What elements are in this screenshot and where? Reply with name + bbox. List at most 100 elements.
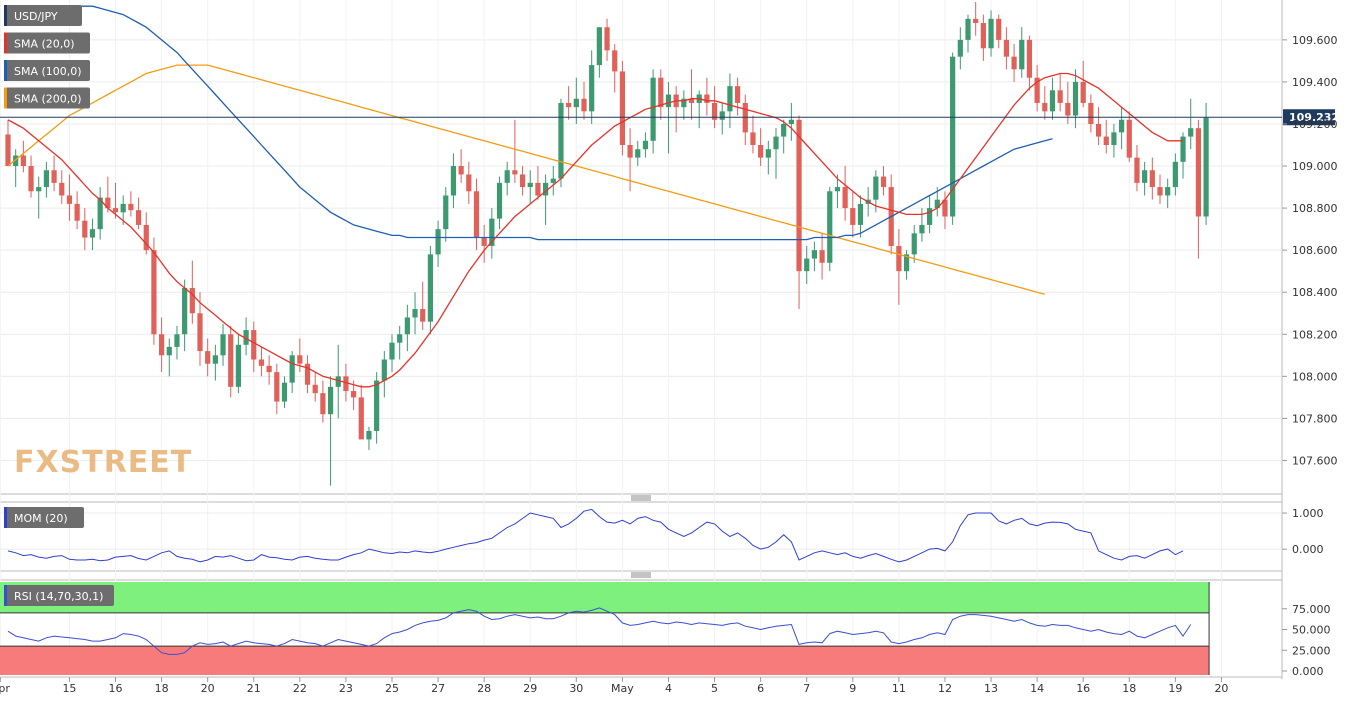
legend-mom[interactable]: MOM (20): [4, 507, 84, 528]
candle-body: [566, 102, 572, 108]
candle-body: [1080, 81, 1086, 103]
candle-body: [20, 155, 26, 167]
time-tick-label: 25: [385, 682, 399, 695]
candle: [842, 166, 848, 221]
candle-body: [159, 334, 165, 356]
candle: [827, 187, 833, 272]
candle-body: [727, 86, 733, 112]
candle-body: [627, 145, 633, 158]
time-tick-label: 6: [757, 682, 764, 695]
legend-mom-bg: [4, 507, 84, 528]
candle-body: [97, 197, 103, 230]
candle: [1057, 73, 1063, 112]
candle-body: [1180, 136, 1186, 162]
legend-layer[interactable]: USD/JPY SMA (20,0) SMA (100,0) SMA (200,0) M…: [4, 5, 114, 606]
candle-body: [911, 233, 917, 255]
candle: [988, 10, 994, 57]
candle-body: [873, 176, 879, 200]
candle-body: [619, 71, 625, 146]
candle: [535, 166, 541, 200]
time-tick-label: 20: [1214, 682, 1228, 695]
candle: [358, 384, 364, 440]
candle-body: [1157, 187, 1163, 196]
candle: [543, 174, 549, 225]
candle-body: [1103, 136, 1109, 146]
time-tick-label: 29: [523, 682, 537, 695]
candle: [1042, 86, 1048, 120]
splitter-handle-2[interactable]: [631, 572, 651, 578]
candle: [642, 132, 649, 158]
candle: [911, 224, 917, 263]
candle-body: [1142, 170, 1148, 183]
legend-sma200[interactable]: SMA (200,0): [4, 87, 90, 109]
splitter-handle-1[interactable]: [631, 495, 651, 501]
candle: [1088, 94, 1094, 133]
candle: [681, 90, 687, 120]
candle: [366, 426, 372, 450]
candle: [1180, 132, 1186, 179]
candle-body: [842, 187, 848, 209]
candle: [711, 86, 718, 129]
time-tick-label: May: [611, 682, 634, 695]
candle-body: [719, 111, 725, 120]
candle-body: [1065, 102, 1071, 116]
legend-rsi-text: RSI (14,70,30,1): [14, 590, 103, 603]
legend-rsi[interactable]: RSI (14,70,30,1): [4, 585, 114, 606]
sma-layer: [7, 5, 1183, 388]
candle-body: [896, 245, 902, 272]
candle-body: [281, 382, 288, 402]
candle-body: [988, 18, 994, 49]
candle-body: [996, 18, 1002, 40]
candle-body: [543, 182, 549, 196]
candle: [312, 372, 318, 402]
candle-body: [827, 191, 833, 263]
candle: [581, 81, 587, 120]
candle-body: [36, 187, 42, 192]
time-tick-label: 14: [1030, 682, 1044, 695]
candle-body: [1072, 81, 1079, 116]
candle: [205, 338, 211, 377]
legend-sma100[interactable]: SMA (100,0): [4, 60, 90, 81]
candle-body: [274, 372, 280, 402]
mom-tick-label: 0.000: [1292, 543, 1324, 556]
legend-sma20-text: SMA (20,0): [14, 38, 75, 51]
candle-body: [143, 224, 149, 251]
legend-sma200-swatch: [4, 87, 7, 109]
candle: [850, 191, 856, 238]
sma100-line: [7, 5, 1053, 241]
candle: [619, 60, 625, 156]
candle-body: [1203, 117, 1209, 217]
candle-body: [512, 170, 518, 175]
time-tick-label: 20: [201, 682, 215, 695]
time-tick-label: 18: [1122, 682, 1136, 695]
candle-body: [758, 145, 764, 158]
candle: [1019, 27, 1025, 78]
candle-body: [1003, 39, 1009, 57]
price-tick-label: 109.600: [1292, 34, 1338, 47]
candle-body: [166, 346, 172, 356]
candle: [1011, 44, 1017, 82]
candle: [512, 119, 518, 183]
candle: [919, 208, 925, 242]
candle: [942, 191, 948, 230]
legend-usdjpy[interactable]: USD/JPY: [4, 5, 82, 26]
candle-body: [128, 203, 134, 211]
time-tick-label: Apr: [0, 682, 10, 695]
candle: [765, 140, 771, 175]
candle-body: [681, 98, 687, 108]
candle-body: [796, 119, 802, 272]
time-tick-label: 16: [1076, 682, 1090, 695]
candle: [527, 170, 533, 204]
candle-body: [297, 355, 303, 364]
candle-body: [811, 250, 817, 259]
candle: [980, 14, 986, 61]
candle-body: [658, 77, 664, 108]
candle: [558, 98, 564, 188]
candle: [466, 161, 472, 204]
candle: [1095, 107, 1102, 146]
legend-sma20[interactable]: SMA (20,0): [4, 32, 90, 54]
candle-body: [228, 334, 234, 387]
candle: [112, 182, 119, 219]
legend-sma20-swatch: [4, 32, 7, 54]
